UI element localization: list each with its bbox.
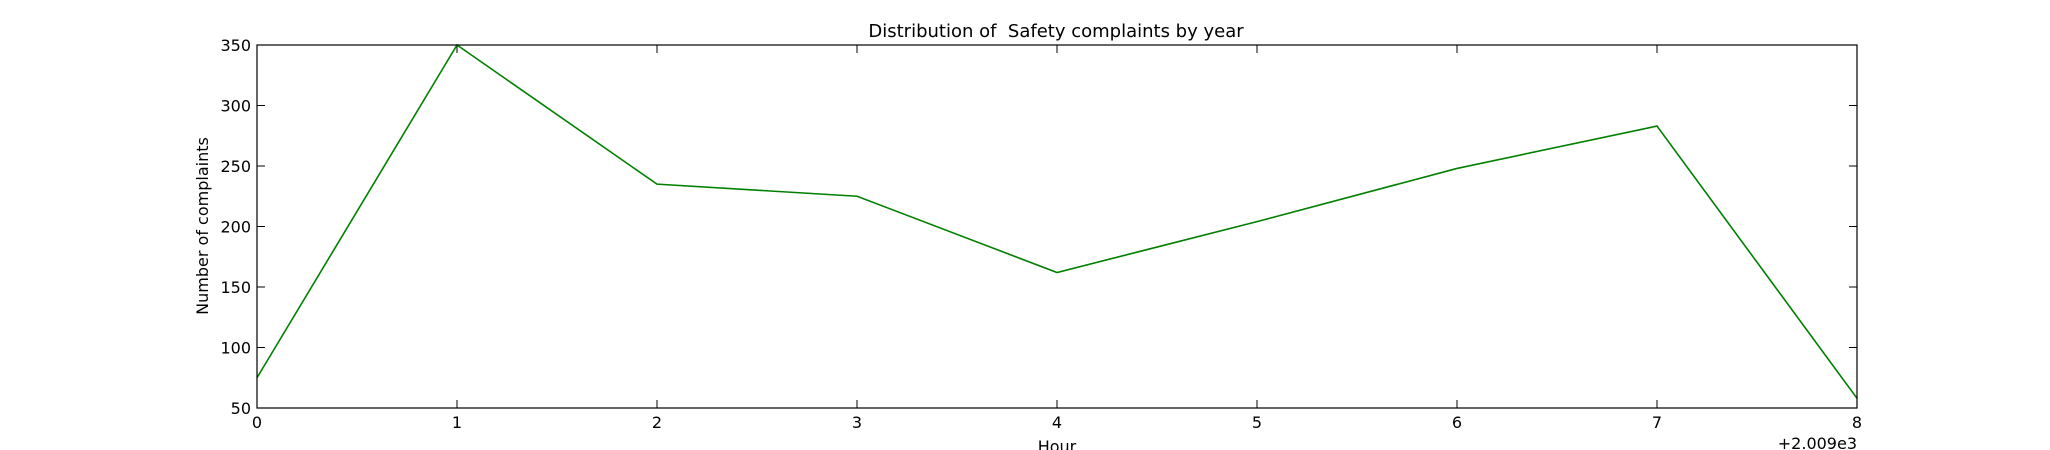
x-tick-label: 5 [1252, 413, 1262, 432]
y-tick-label: 350 [220, 36, 251, 55]
y-axis-label: Number of complaints [193, 137, 212, 315]
x-tick-label: 3 [852, 413, 862, 432]
y-tick-label: 50 [231, 399, 251, 418]
plot-frame [256, 44, 1858, 409]
x-tick-label: 0 [252, 413, 262, 432]
x-offset-label: +2.009e3 [1778, 434, 1857, 450]
y-tick-label: 250 [220, 157, 251, 176]
tick-labels: 0 1 2 3 4 5 6 7 8 50 100 150 200 250 300 350 [220, 36, 1862, 432]
x-tick-label: 6 [1452, 413, 1462, 432]
x-tick-label: 7 [1652, 413, 1662, 432]
y-tick-label: 100 [220, 339, 251, 358]
x-axis-label: Hour [1038, 437, 1077, 450]
x-tick-label: 1 [452, 413, 462, 432]
x-tick-label: 8 [1852, 413, 1862, 432]
y-tick-label: 200 [220, 218, 251, 237]
y-tick-label: 300 [220, 97, 251, 116]
y-tick-label: 150 [220, 278, 251, 297]
chart-title: Distribution of Safety complaints by yea… [868, 21, 1244, 42]
x-tick-label: 2 [652, 413, 662, 432]
x-tick-label: 4 [1052, 413, 1062, 432]
